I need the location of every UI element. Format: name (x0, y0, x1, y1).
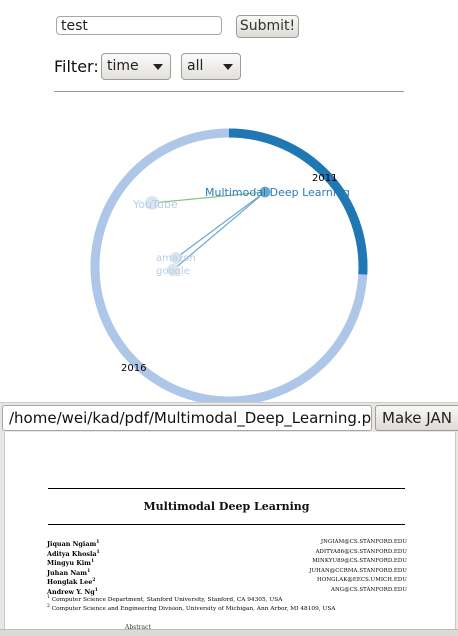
author-email: HONGLAK@EECS.UMICH.EDU (317, 576, 407, 586)
year-label-start: 2011 (312, 173, 337, 184)
pdf-path-field[interactable]: /home/wei/kad/pdf/Multimodal_Deep_Learni… (2, 405, 372, 431)
node-label-google: google (156, 266, 190, 277)
pdf-path-bar: /home/wei/kad/pdf/Multimodal_Deep_Learni… (0, 402, 458, 433)
paper-title: Multimodal Deep Learning (48, 500, 405, 513)
author-row: Aditya Khosla1 ADITYA86@CS.STANFORD.EDU (47, 548, 407, 558)
node-label-amazon: amazon (156, 253, 196, 264)
author-email: MINKYU89@CS.STANFORD.EDU (312, 557, 407, 567)
node-label-paper: Multimodal Deep Learning (205, 186, 350, 199)
pdf-viewer[interactable]: Multimodal Deep Learning Jiquan Ngiam1 J… (0, 432, 458, 635)
timeline-visualization: Multimodal Deep Learning YouTube amazon … (0, 0, 458, 402)
title-rule-bottom (48, 524, 405, 525)
link-amazon (176, 192, 265, 258)
author-email: JUHAN@CCRMA.STANFORD.EDU (309, 567, 407, 577)
author-email: ADITYA86@CS.STANFORD.EDU (316, 548, 407, 558)
node-label-youtube: YouTube (132, 198, 178, 211)
author-email: JNGIAM@CS.STANFORD.EDU (321, 538, 407, 548)
title-rule-top (48, 488, 405, 489)
year-label-end: 2016 (121, 363, 146, 374)
pdf-page: Multimodal Deep Learning Jiquan Ngiam1 J… (4, 432, 456, 635)
author-row: Juhan Nam1 JUHAN@CCRMA.STANFORD.EDU (47, 567, 407, 577)
author-list: Jiquan Ngiam1 JNGIAM@CS.STANFORD.EDU Adi… (47, 538, 407, 595)
author-row: Jiquan Ngiam1 JNGIAM@CS.STANFORD.EDU (47, 538, 407, 548)
affiliation: 2 Computer Science and Engineering Divis… (47, 602, 427, 614)
author-row: Mingyu Kim1 MINKYU89@CS.STANFORD.EDU (47, 557, 407, 567)
make-button[interactable]: Make JAN (375, 405, 458, 431)
author-row: Honglak Lee2 HONGLAK@EECS.UMICH.EDU (47, 576, 407, 586)
